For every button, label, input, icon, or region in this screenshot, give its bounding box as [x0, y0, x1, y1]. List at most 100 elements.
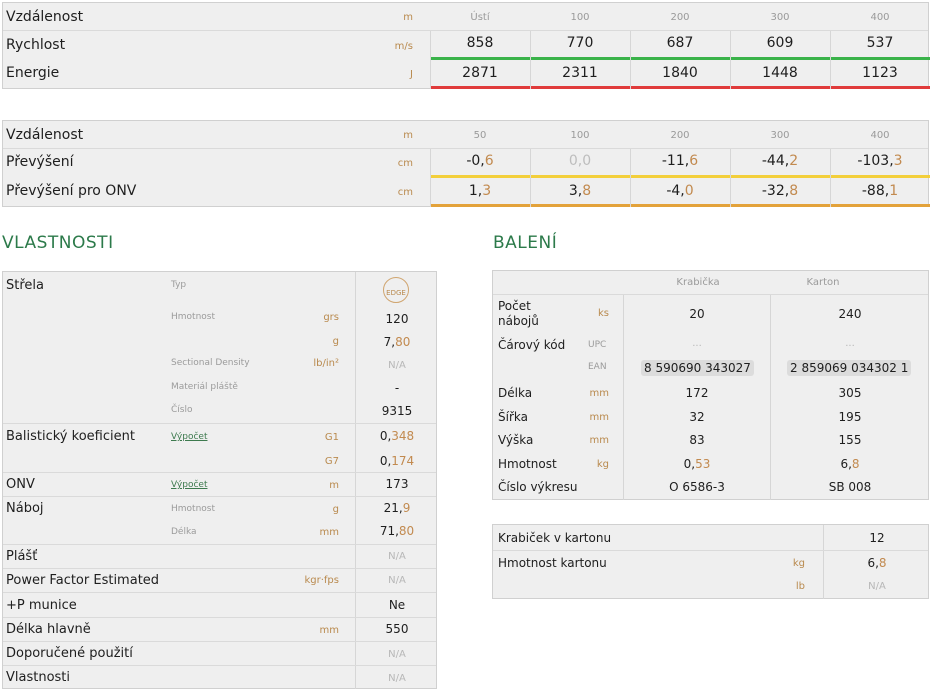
round-count-box: 20: [689, 307, 705, 321]
bc-g7-value: 0,174: [356, 454, 438, 468]
divider: [3, 496, 436, 497]
energy-value: 1448: [762, 65, 798, 81]
round-count-carton: 240: [838, 307, 862, 321]
bullet-number-value: 9315: [381, 404, 413, 418]
power-factor-value: N/A: [388, 575, 406, 586]
drop-value-int: -44,: [761, 153, 790, 169]
distance-col-0: Ústí: [470, 12, 490, 23]
energy-unit: J: [410, 69, 413, 80]
drop-label: Převýšení: [6, 154, 74, 170]
edge-badge-text: EDGE: [386, 289, 406, 297]
divider: [3, 30, 928, 31]
divider: [730, 149, 731, 207]
carton-weight-value-kg: 6,8: [824, 556, 930, 570]
drawing-number-box: O 6586-3: [669, 480, 725, 494]
package-weight-carton-int: 6,: [840, 457, 852, 471]
weight-unit-g: g: [332, 336, 339, 347]
barcode-label: Čárový kód: [498, 338, 566, 352]
sectional-density-unit: lb/in²: [313, 358, 339, 369]
jacket-material-label: Materiál pláště: [171, 382, 238, 392]
power-factor-label: Power Factor Estimated: [6, 573, 160, 588]
distance-col-1: 100: [570, 130, 590, 141]
ballistic-coefficient-label: Balistický koeficient: [6, 429, 135, 444]
divider: [3, 568, 436, 569]
properties-panel: Střela Typ EDGE Hmotnost grs 120 g 7,80 …: [2, 271, 437, 689]
onv-drop-value: 1,3: [430, 183, 530, 199]
drop-value-int: -103,: [857, 153, 894, 169]
drop-value: -103,3: [830, 153, 930, 169]
drop-value: 0,0: [530, 153, 630, 169]
energy-value: 1840: [662, 65, 698, 81]
width-carton: 195: [838, 410, 862, 424]
cartridge-length-int: 71,: [379, 524, 399, 538]
bc-g1-unit: G1: [324, 432, 339, 443]
bc-g7-dec: 174: [391, 454, 415, 468]
boxes-per-carton-label: Krabiček v kartonu: [498, 531, 612, 545]
speed-value: 687: [666, 35, 694, 51]
package-weight-carton: 6,8: [771, 457, 929, 471]
height-carton: 155: [838, 433, 862, 447]
cartridge-label: Náboj: [6, 501, 44, 516]
distance-label: Vzdálenost: [6, 9, 84, 25]
distance-col-4: 400: [870, 12, 890, 23]
divider: [3, 423, 436, 424]
weight-label: Hmotnost: [171, 312, 215, 322]
cartridge-weight-int: 21,: [383, 501, 403, 515]
carton-column-header: Karton: [806, 277, 840, 288]
onv-drop-value: -4,0: [630, 183, 730, 199]
drop-value-dec: 6: [484, 153, 494, 169]
cartridge-length-value: 71,80: [356, 524, 438, 538]
properties-heading: VLASTNOSTI: [2, 233, 114, 253]
carton-weight-dec: 8: [878, 556, 887, 570]
velocity-energy-table: Vzdálenost m Ústí 100 200 300 400 Rychlo…: [2, 2, 930, 89]
cartridge-length-label: Délka: [171, 527, 197, 537]
drop-bar: [430, 175, 930, 178]
divider: [430, 31, 431, 89]
divider: [823, 525, 824, 599]
carton-weight-value-lb: N/A: [868, 581, 886, 592]
drop-table: Vzdálenost m 50 100 200 300 400 Převýšen…: [2, 120, 930, 207]
distance-label: Vzdálenost: [6, 127, 84, 143]
divider: [830, 31, 831, 89]
boxes-per-carton-value: 12: [869, 531, 885, 545]
divider: [630, 31, 631, 89]
onv-calc-link[interactable]: Výpočet: [171, 480, 208, 490]
onv-drop-value-dec: 8: [789, 183, 799, 199]
divider: [3, 592, 436, 593]
divider: [730, 31, 731, 89]
drop-value: -11,6: [630, 153, 730, 169]
packaging-heading: BALENÍ: [493, 233, 558, 253]
distance-col-0: 50: [473, 130, 487, 141]
drop-value-dec: 3: [893, 153, 903, 169]
distance-col-3: 300: [770, 12, 790, 23]
bc-g7-unit: G7: [324, 456, 339, 467]
speed-value: 858: [466, 35, 494, 51]
onv-drop-value: 3,8: [530, 183, 630, 199]
cartridge-weight-value: 21,9: [356, 501, 438, 515]
round-count-unit: ks: [597, 308, 609, 319]
onv-drop-value-dec: 0: [684, 183, 694, 199]
weight-value-g-dec: 80: [395, 335, 411, 349]
onv-drop-label: Převýšení pro ONV: [6, 183, 137, 199]
divider: [830, 149, 831, 207]
carton-weight-label: Hmotnost kartonu: [498, 556, 607, 570]
distance-col-2: 200: [670, 12, 690, 23]
speed-value: 770: [566, 35, 594, 51]
width-label: Šířka: [498, 410, 528, 424]
onv-drop-value-dec: 8: [582, 183, 592, 199]
onv-drop-value-int: -4,: [666, 183, 685, 199]
p-plus-label: +P munice: [6, 598, 77, 613]
recommended-use-value: N/A: [388, 649, 406, 660]
bc-g1-dec: 348: [391, 429, 415, 443]
divider: [530, 149, 531, 207]
edge-badge-icon: EDGE: [383, 277, 409, 303]
speed-unit: m/s: [394, 41, 413, 52]
round-count-label-line1: Počet: [498, 299, 531, 313]
width-unit: mm: [589, 412, 609, 423]
bc-calc-link[interactable]: Výpočet: [171, 432, 208, 442]
cartridge-length-unit: mm: [319, 527, 339, 538]
package-weight-box-dec: 53: [695, 457, 711, 471]
cartridge-length-dec: 80: [398, 524, 415, 538]
sectional-density-value: N/A: [388, 360, 406, 371]
bc-g7-int: 0,: [379, 454, 392, 468]
